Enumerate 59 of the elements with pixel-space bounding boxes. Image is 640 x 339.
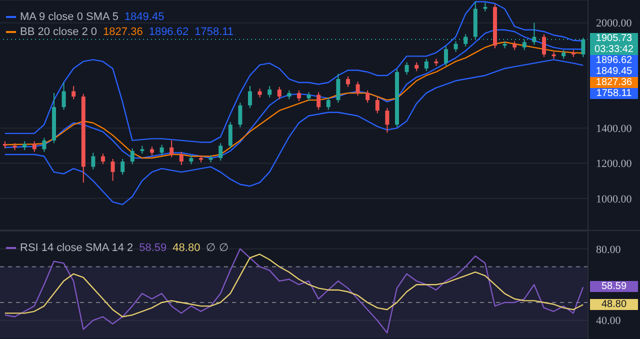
legend-label: MA 9 close 0 SMA 5 — [20, 11, 118, 23]
candlestick — [130, 148, 134, 165]
data-label: 1827.36 — [590, 77, 638, 88]
candlestick — [532, 22, 536, 46]
line-series — [4, 254, 584, 318]
candlestick — [385, 107, 390, 134]
candlestick — [120, 158, 125, 176]
annotation: ∅ ∅ — [206, 242, 230, 254]
data-label: 48.80 — [590, 298, 638, 310]
y-tick-label: 80.00 — [596, 244, 622, 256]
candlestick — [72, 86, 76, 100]
legend-label: BB 20 close 2 0 — [20, 26, 98, 38]
candlestick — [42, 137, 46, 152]
y-tick-label: 2000.00 — [596, 18, 632, 30]
text: 58.59 — [139, 242, 167, 254]
candlestick — [346, 76, 350, 88]
legend-label: RSI 14 close SMA 14 2 — [20, 242, 134, 254]
y-tick-label: 1200.00 — [596, 158, 632, 170]
text: 03:33:42 — [590, 44, 638, 56]
candlestick — [542, 34, 546, 58]
data-label: 1896.62 — [590, 55, 638, 66]
candlestick — [277, 86, 282, 100]
candlestick — [62, 82, 66, 110]
candlestick — [424, 58, 428, 72]
text: 1827.36 — [103, 26, 143, 38]
text: 1849.45 — [124, 11, 164, 23]
candlestick — [375, 96, 380, 114]
candlestick — [356, 81, 360, 96]
candlestick — [238, 102, 242, 128]
candlestick — [218, 142, 223, 162]
text: 1758.11 — [194, 26, 234, 38]
data-label: 1758.11 — [590, 88, 638, 100]
candlestick — [326, 96, 330, 110]
candlestick — [316, 92, 321, 110]
candlestick — [268, 86, 272, 98]
data-label: 1849.45 — [590, 66, 638, 78]
candlestick — [91, 152, 96, 170]
candlestick — [248, 86, 252, 108]
text: 48.80 — [172, 242, 200, 254]
y-tick-label: 40.00 — [596, 315, 622, 328]
candlestick — [179, 151, 184, 166]
candlestick — [336, 73, 340, 104]
text: 1896.62 — [148, 26, 189, 38]
line-series — [4, 1, 584, 143]
candlestick — [228, 122, 232, 149]
candlestick — [404, 62, 409, 76]
candlestick — [101, 153, 105, 165]
ref-line-label: 1905.73 — [590, 33, 638, 44]
candlestick — [444, 46, 448, 66]
candlestick — [32, 140, 36, 152]
candlestick — [366, 90, 370, 104]
line-series — [4, 59, 584, 206]
candlestick — [170, 140, 174, 158]
candlestick — [160, 144, 164, 156]
y-tick-label: 1400.00 — [596, 123, 632, 136]
candlestick — [297, 90, 301, 102]
data-label: 58.59 — [590, 281, 638, 292]
candlestick — [110, 158, 115, 182]
y-tick-label: 1000.00 — [596, 193, 632, 206]
